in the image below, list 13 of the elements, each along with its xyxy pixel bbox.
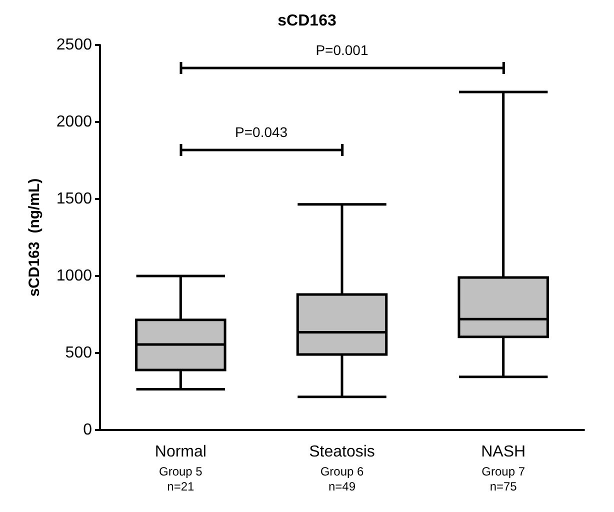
y-tick-label: 1000: [56, 268, 92, 284]
annotation: P=0.043: [234, 124, 289, 140]
chart-title: sCD163: [278, 12, 336, 30]
x-tick-label: Steatosis Group 6 n=49: [309, 444, 375, 494]
y-tick-label: 2000: [56, 114, 92, 130]
y-tick-label: 2500: [56, 36, 92, 54]
y-axis-title: sCD163 (ng/mL): [26, 178, 43, 297]
x-tick-label: Normal Group 5 n=21: [154, 444, 206, 494]
x-tick-label: NASH Group 7 n=75: [481, 444, 526, 494]
y-tick-label: 1500: [56, 190, 92, 208]
y-tick-label: 0: [83, 422, 92, 438]
y-tick-label: 500: [65, 344, 92, 362]
annotation: P=0.001: [314, 42, 370, 58]
